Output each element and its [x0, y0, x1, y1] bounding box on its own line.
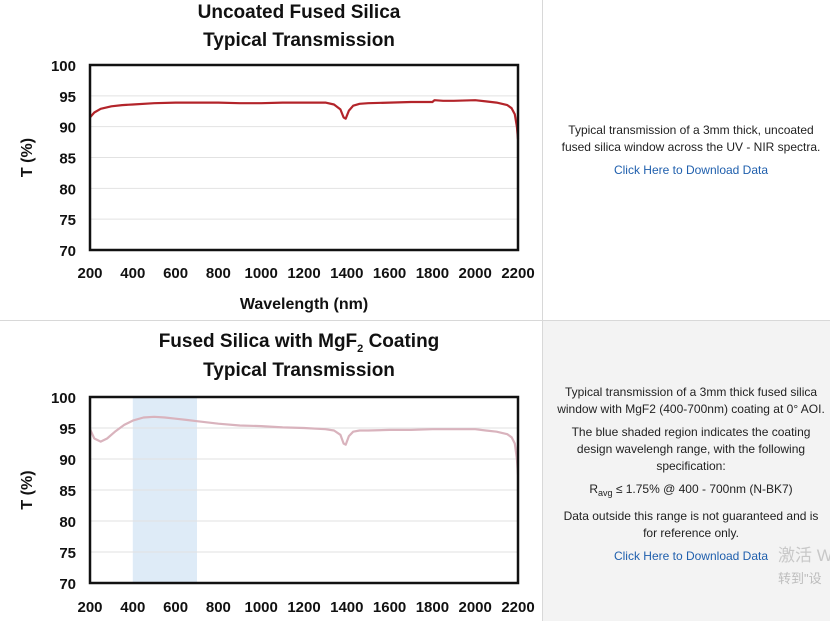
spec-symbol: R [589, 482, 598, 496]
description-cell-uncoated: Typical transmission of a 3mm thick, unc… [543, 0, 830, 320]
x-tick-label: 2200 [501, 599, 534, 616]
description-text-1: Typical transmission of a 3mm thick fuse… [557, 385, 825, 416]
x-tick-label: 1000 [245, 599, 278, 616]
x-tick-label: 1600 [373, 599, 406, 616]
y-tick-label: 80 [59, 181, 76, 198]
spec-subscript: avg [597, 488, 613, 498]
x-tick-label: 800 [206, 599, 231, 616]
chart-title: Fused Silica with MgF2 Coating [159, 331, 440, 355]
plot-frame [88, 63, 520, 252]
y-tick-label: 90 [59, 120, 76, 137]
y-tick-label: 100 [51, 390, 76, 407]
x-tick-label: 1400 [330, 599, 363, 616]
y-tick-label: 85 [59, 483, 76, 500]
y-tick-label: 95 [59, 89, 76, 106]
activation-watermark-hint: 转到"设 [778, 571, 822, 586]
x-tick-label: 1200 [287, 265, 320, 282]
chart-row-uncoated: Uncoated Fused Silica Typical Transmissio… [0, 0, 830, 321]
chart-title-subscript: 2 [357, 343, 363, 355]
chart-subtitle: Typical Transmission [203, 360, 395, 381]
download-data-link[interactable]: Click Here to Download Data [613, 549, 769, 563]
chart-cell-mgf2: Fused Silica with MgF2 Coating Typical Tr… [0, 321, 543, 621]
transmission-series-line [89, 415, 520, 475]
x-tick-label: 1800 [416, 265, 449, 282]
chart-cell-uncoated: Uncoated Fused Silica Typical Transmissio… [0, 0, 543, 320]
y-tick-label: 80 [59, 514, 76, 531]
x-tick-label: 2200 [501, 265, 534, 282]
y-tick-label: 70 [59, 576, 76, 593]
transmission-series-line [89, 99, 520, 140]
description-mgf2: Typical transmission of a 3mm thick fuse… [557, 384, 825, 565]
y-tick-label: 85 [59, 151, 76, 168]
x-tick-label: 1800 [416, 599, 449, 616]
y-tick-label: 75 [59, 212, 76, 229]
plot-frame [88, 395, 520, 585]
x-tick-label: 2000 [459, 265, 492, 282]
download-data-link[interactable]: Click Here to Download Data [613, 163, 769, 177]
x-tick-label: 2000 [459, 599, 492, 616]
x-axis-label: Wavelength (nm) [240, 296, 368, 313]
y-tick-label: 95 [59, 421, 76, 438]
spec-value: ≤ 1.75% @ 400 - 700nm (N-BK7) [612, 482, 793, 496]
description-text: Typical transmission of a 3mm thick, unc… [561, 123, 821, 154]
activation-watermark: 激活 W [778, 546, 830, 565]
description-text-3: Data outside this range is not guarantee… [563, 509, 819, 540]
x-tick-label: 1600 [373, 265, 406, 282]
x-tick-label: 600 [163, 265, 188, 282]
y-tick-label: 75 [59, 545, 76, 562]
chart-row-mgf2: Fused Silica with MgF2 Coating Typical Tr… [0, 321, 830, 621]
chart-fused-silica-mgf2: Fused Silica with MgF2 Coating Typical Tr… [19, 331, 535, 616]
y-tick-label: 70 [59, 243, 76, 260]
chart-title-suffix: Coating [363, 331, 439, 352]
x-tick-label: 1200 [287, 599, 320, 616]
description-text-2: The blue shaded region indicates the coa… [571, 425, 811, 473]
x-tick-label: 800 [206, 265, 231, 282]
y-axis-label: T (%) [19, 138, 36, 177]
x-tick-label: 200 [77, 265, 102, 282]
chart-subtitle: Typical Transmission [203, 30, 395, 51]
x-tick-label: 1000 [245, 265, 278, 282]
chart-title: Uncoated Fused Silica [198, 2, 401, 23]
x-tick-label: 400 [120, 265, 145, 282]
x-tick-label: 400 [120, 599, 145, 616]
coating-spec: Ravg ≤ 1.75% @ 400 - 700nm (N-BK7) [557, 481, 825, 502]
y-axis-label: T (%) [19, 470, 36, 509]
chart-uncoated-fused-silica: Uncoated Fused Silica Typical Transmissio… [19, 2, 535, 313]
x-tick-label: 1400 [330, 265, 363, 282]
x-tick-label: 200 [77, 599, 102, 616]
description-cell-mgf2: Typical transmission of a 3mm thick fuse… [543, 321, 830, 621]
x-tick-label: 600 [163, 599, 188, 616]
description-uncoated: Typical transmission of a 3mm thick, unc… [557, 122, 825, 179]
y-tick-label: 90 [59, 452, 76, 469]
y-tick-label: 100 [51, 58, 76, 75]
